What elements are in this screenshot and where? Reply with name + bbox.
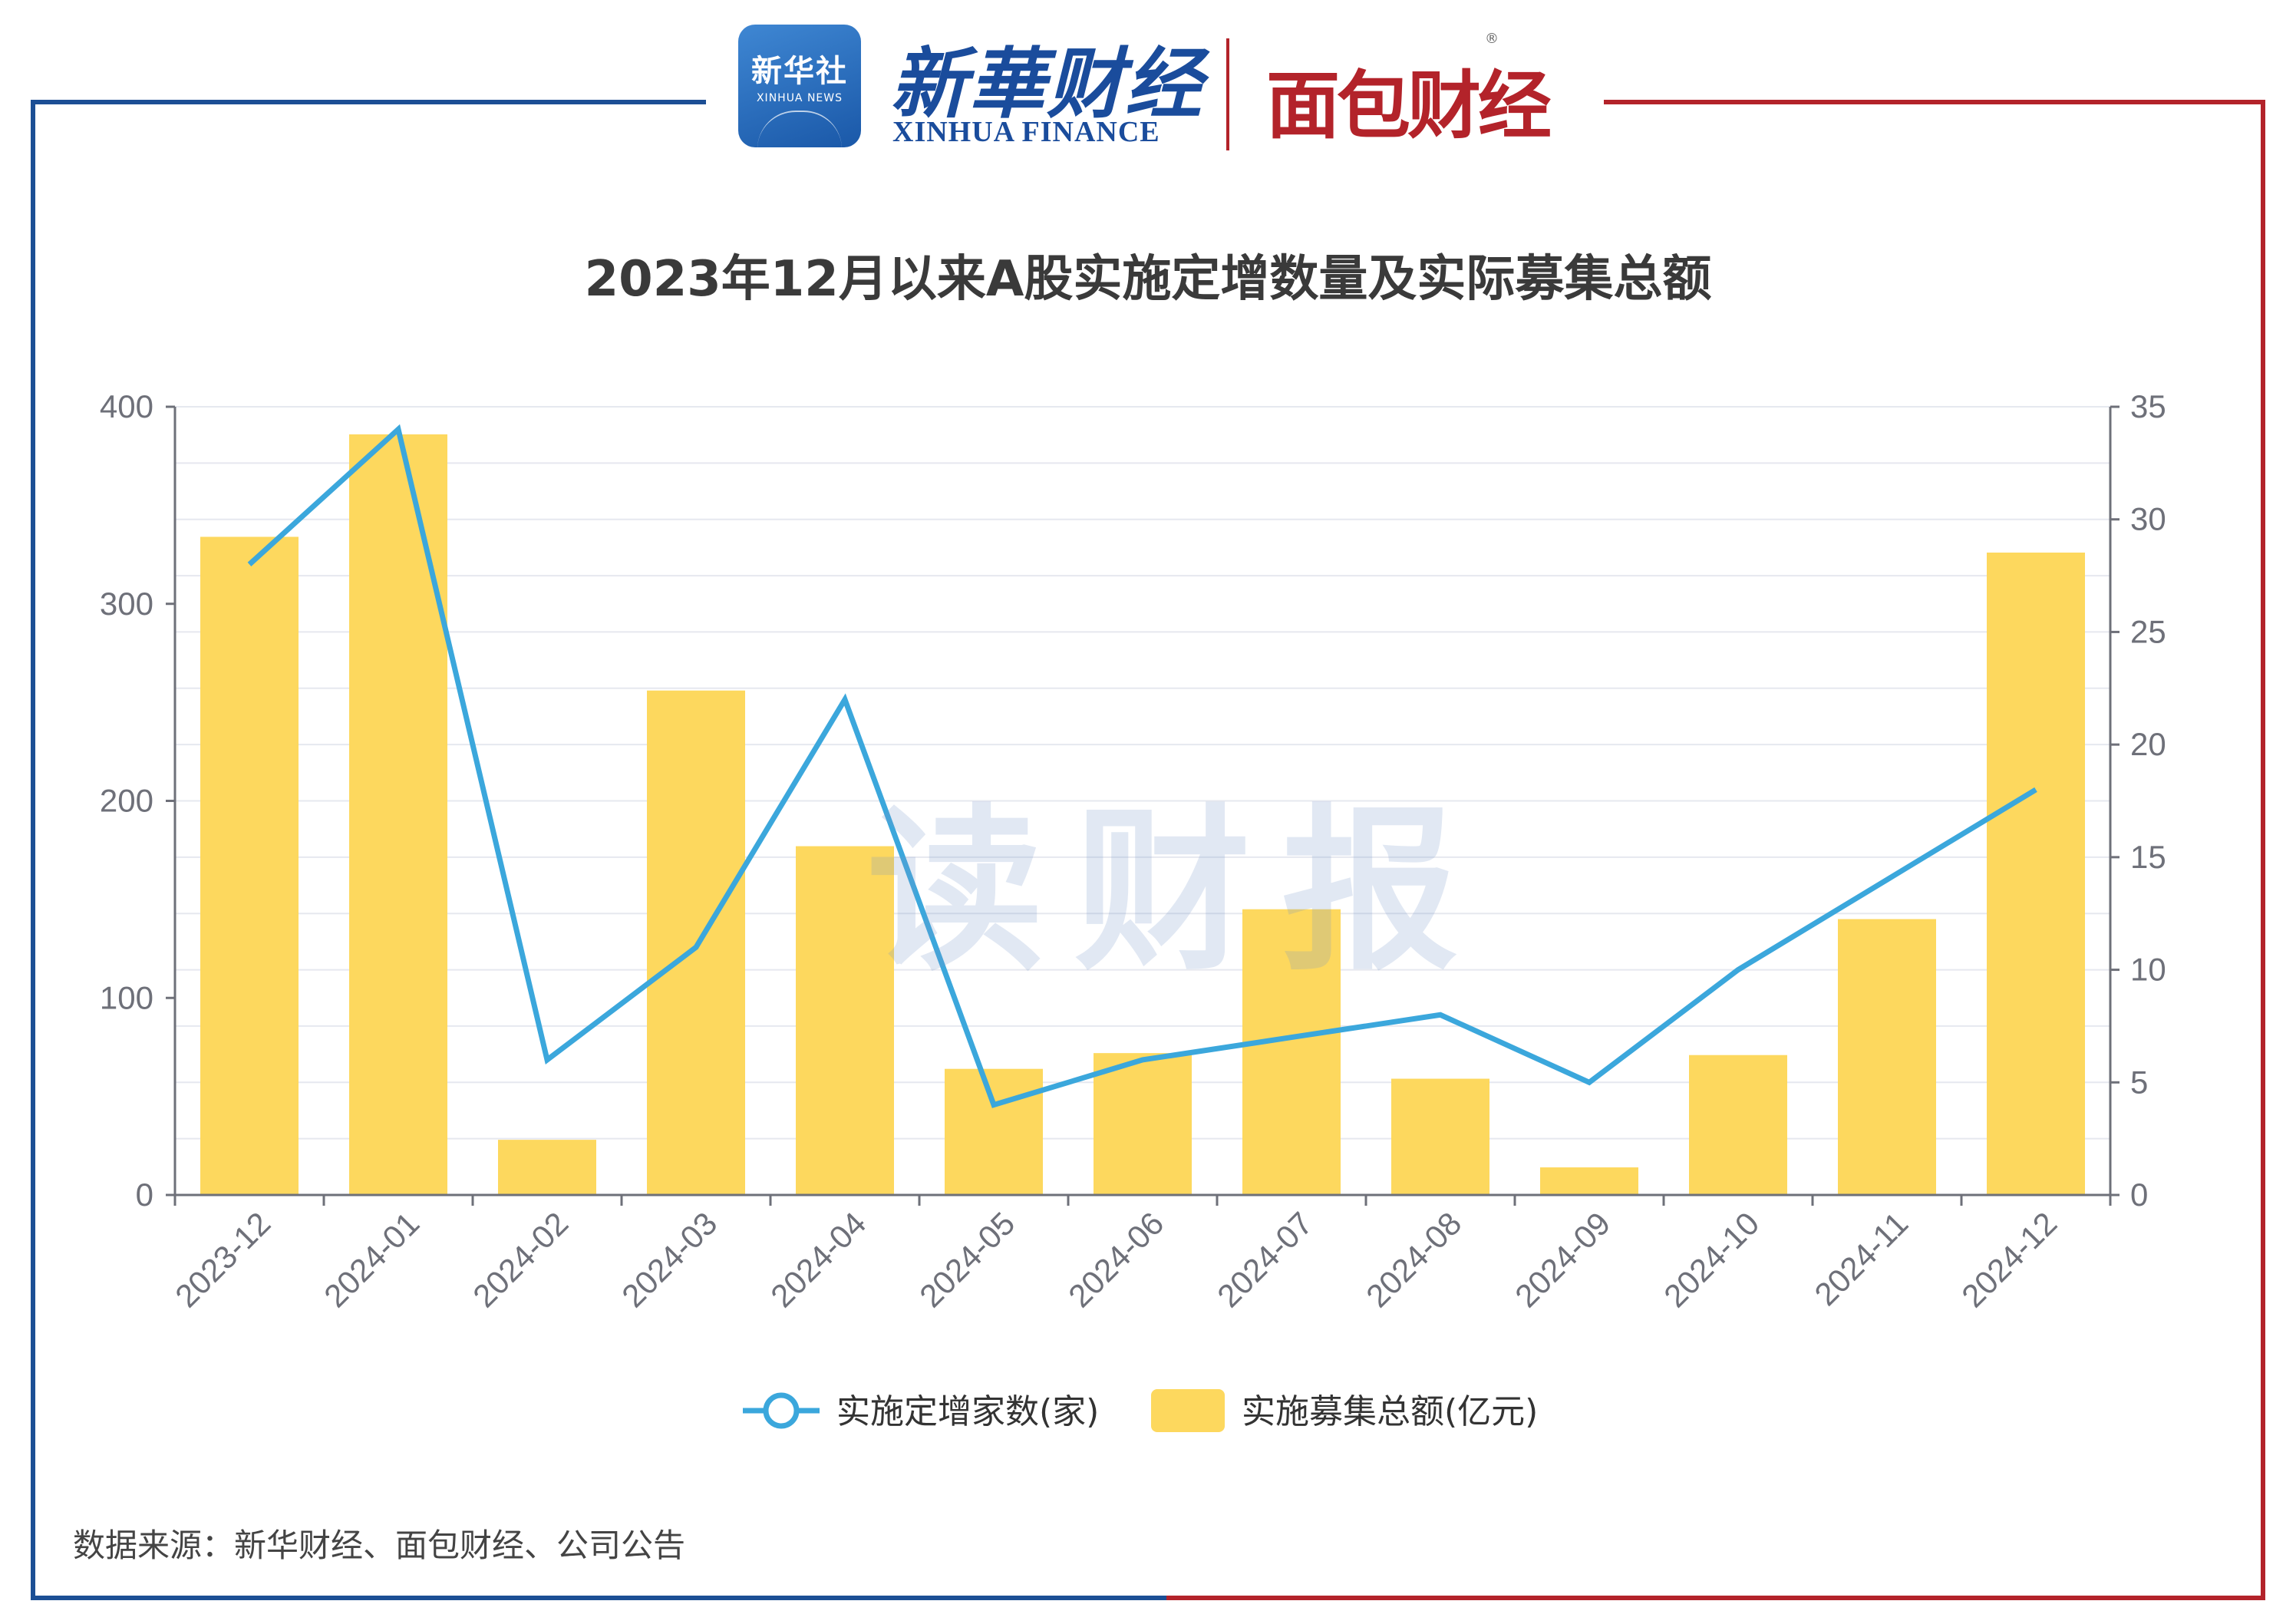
left-tick-label: 400 bbox=[100, 388, 153, 424]
left-tick-label: 100 bbox=[100, 979, 153, 1015]
bar bbox=[1987, 552, 2085, 1195]
bar bbox=[1689, 1055, 1787, 1195]
xinhua-logo-cn: 新华社 bbox=[751, 53, 848, 89]
axes bbox=[166, 405, 2120, 1206]
source-note: 数据来源：新华财经、面包财经、公司公告 bbox=[73, 1527, 686, 1564]
x-tick-label: 2024-09 bbox=[1508, 1205, 1617, 1314]
frame-bottom-left-line bbox=[31, 1596, 1166, 1600]
legend-line-marker bbox=[763, 1392, 800, 1429]
x-tick-label: 2024-08 bbox=[1359, 1205, 1468, 1314]
bar bbox=[796, 846, 894, 1195]
frame-right-line bbox=[2261, 100, 2265, 1600]
x-tick-label: 2024-05 bbox=[912, 1205, 1021, 1314]
xinhua-logo-en: XINHUA NEWS bbox=[756, 92, 843, 104]
right-tick-label: 20 bbox=[2130, 726, 2166, 762]
x-tick-label: 2024-02 bbox=[466, 1205, 575, 1314]
left-tick-label: 0 bbox=[136, 1177, 153, 1213]
frame-bottom-right-line bbox=[1166, 1596, 2265, 1600]
bar bbox=[200, 536, 299, 1195]
legend-bar-swatch bbox=[1151, 1389, 1225, 1432]
bar bbox=[1540, 1167, 1638, 1195]
right-tick-label: 35 bbox=[2130, 388, 2166, 424]
x-tick-label: 2024-12 bbox=[1955, 1205, 2063, 1314]
bar bbox=[1838, 919, 1936, 1195]
xinhua-news-logo: 新华社 XINHUA NEWS bbox=[738, 25, 861, 147]
logo-divider bbox=[1226, 38, 1229, 150]
legend-bar-label: 实施募集总额(亿元) bbox=[1242, 1392, 1538, 1431]
frame-top-right-line bbox=[1604, 100, 2265, 104]
left-tick-label: 300 bbox=[100, 586, 153, 622]
right-tick-label: 15 bbox=[2130, 839, 2166, 875]
bar bbox=[945, 1068, 1043, 1195]
right-tick-label: 0 bbox=[2130, 1177, 2148, 1213]
bar bbox=[1242, 909, 1341, 1195]
bar bbox=[498, 1140, 596, 1195]
x-tick-label: 2024-03 bbox=[615, 1205, 724, 1314]
x-tick-label: 2024-01 bbox=[317, 1205, 426, 1314]
mianbao-finance-logo: 面包财经 bbox=[1266, 63, 1552, 149]
bar bbox=[349, 434, 447, 1195]
right-tick-label: 10 bbox=[2130, 952, 2166, 988]
left-tick-label: 200 bbox=[100, 783, 153, 819]
x-tick-label: 2024-11 bbox=[1807, 1205, 1915, 1312]
xinhua-finance-logo-cn: 新華财经 bbox=[890, 38, 1203, 129]
legend-line-label: 实施定增家数(家) bbox=[836, 1392, 1099, 1431]
registered-mark: ® bbox=[1485, 31, 1499, 47]
x-tick-label: 2024-06 bbox=[1061, 1205, 1170, 1314]
watermark: 读财报 bbox=[867, 790, 1489, 995]
xinhua-finance-logo-en: XINHUA FINANCE bbox=[892, 116, 1160, 148]
x-tick-label: 2024-07 bbox=[1210, 1205, 1319, 1314]
legend: 实施定增家数(家) 实施募集总额(亿元) bbox=[743, 1389, 1538, 1432]
line-series bbox=[247, 424, 2037, 1108]
right-tick-label: 30 bbox=[2130, 501, 2166, 537]
right-tick-label: 25 bbox=[2130, 613, 2166, 649]
right-tick-label: 5 bbox=[2130, 1064, 2148, 1100]
chart-title: 2023年12月以来A股实施定增数量及实际募集总额 bbox=[584, 251, 1712, 308]
x-tick-label: 2023-12 bbox=[168, 1205, 277, 1314]
x-tick-label: 2024-10 bbox=[1657, 1205, 1766, 1314]
globe-icon bbox=[757, 111, 842, 149]
x-tick-label: 2024-04 bbox=[764, 1205, 873, 1314]
bar bbox=[1094, 1053, 1192, 1195]
frame-left-line bbox=[31, 100, 35, 1600]
bar bbox=[1391, 1078, 1489, 1195]
frame-top-left-line bbox=[31, 100, 706, 104]
